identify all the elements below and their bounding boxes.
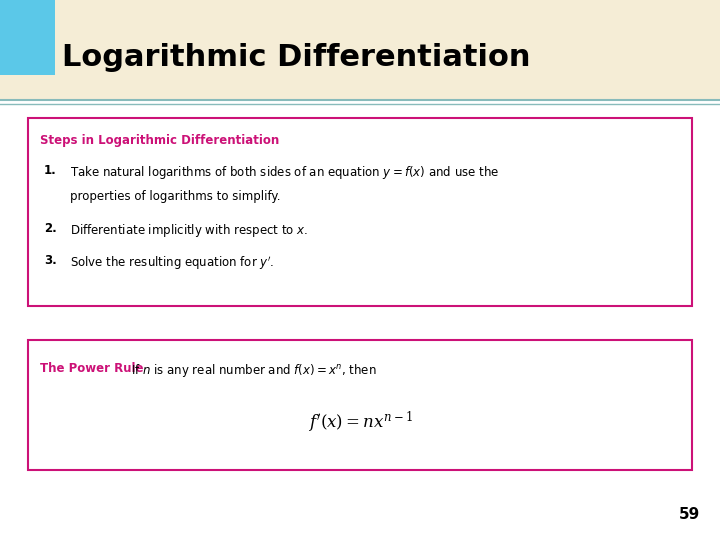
Text: 3.: 3. bbox=[44, 254, 57, 267]
Bar bbox=[0, 0, 720, 100]
Bar bbox=[28, 118, 692, 306]
Text: Steps in Logarithmic Differentiation: Steps in Logarithmic Differentiation bbox=[40, 134, 279, 147]
Text: 59: 59 bbox=[679, 507, 700, 522]
Bar bbox=[28, 340, 692, 470]
Bar bbox=[0, 0, 55, 75]
Text: If $n$ is any real number and $f(x) = x^n$, then: If $n$ is any real number and $f(x) = x^… bbox=[131, 362, 377, 379]
Text: Differentiate implicitly with respect to $x$.: Differentiate implicitly with respect to… bbox=[70, 222, 308, 239]
Text: Logarithmic Differentiation: Logarithmic Differentiation bbox=[62, 44, 531, 72]
Text: 1.: 1. bbox=[44, 164, 57, 177]
Text: The Power Rule: The Power Rule bbox=[40, 362, 143, 375]
Text: Take natural logarithms of both sides of an equation $y = f(x)$ and use the: Take natural logarithms of both sides of… bbox=[70, 164, 499, 181]
Text: Solve the resulting equation for $y'$.: Solve the resulting equation for $y'$. bbox=[70, 254, 274, 272]
Text: $f'(x) = nx^{n-1}$: $f'(x) = nx^{n-1}$ bbox=[307, 409, 413, 435]
Text: properties of logarithms to simplify.: properties of logarithms to simplify. bbox=[70, 190, 281, 203]
Text: 2.: 2. bbox=[44, 222, 57, 235]
